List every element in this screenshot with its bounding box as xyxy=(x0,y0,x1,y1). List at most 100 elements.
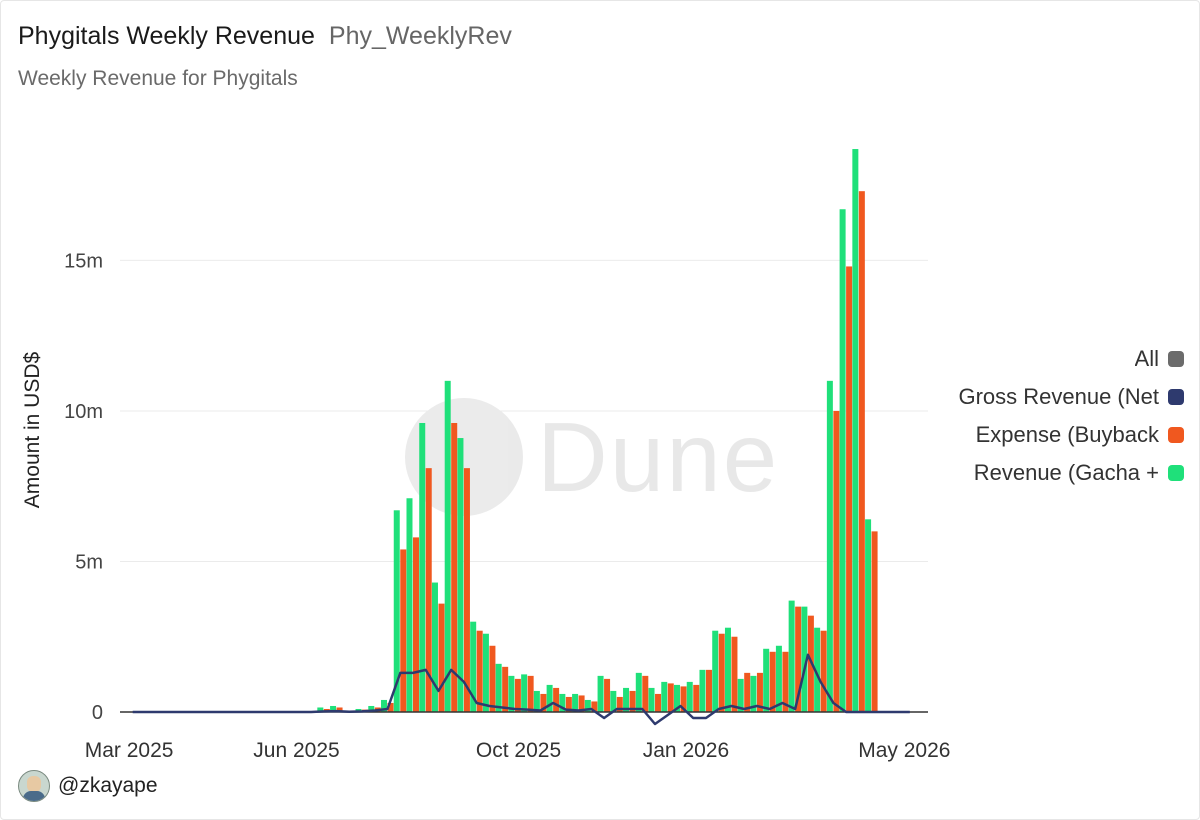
line-gross-revenue xyxy=(132,653,910,726)
bar-expense xyxy=(718,633,725,712)
bar-revenue xyxy=(431,582,438,712)
bar-revenue xyxy=(406,498,413,712)
bar-expense xyxy=(731,636,738,712)
legend-swatch xyxy=(1168,465,1184,481)
bar-revenue xyxy=(763,648,770,712)
bar-revenue xyxy=(317,707,324,712)
bar-expense xyxy=(820,630,827,712)
bar-revenue xyxy=(750,675,757,712)
bar-revenue xyxy=(546,684,553,712)
bar-revenue xyxy=(788,600,795,712)
bar-expense xyxy=(336,707,343,712)
bar-revenue xyxy=(495,663,502,712)
bar-revenue xyxy=(865,519,872,712)
bar-revenue xyxy=(444,380,451,712)
bar-expense xyxy=(463,468,470,712)
bar-expense xyxy=(769,651,776,712)
bar-expense xyxy=(858,191,865,712)
bar-revenue xyxy=(393,510,400,712)
bar-revenue xyxy=(368,705,375,712)
bar-expense xyxy=(693,684,700,712)
bar-expense xyxy=(782,651,789,712)
bar-expense xyxy=(578,695,585,712)
bar-revenue xyxy=(584,699,591,712)
legend: All Gross Revenue (Net Expense (Buyback … xyxy=(958,340,1184,492)
legend-label: Gross Revenue (Net xyxy=(958,384,1159,409)
bar-revenue xyxy=(686,681,693,712)
bar-expense xyxy=(680,686,687,712)
bar-revenue xyxy=(381,699,388,712)
bar-revenue xyxy=(533,690,540,712)
legend-label: Expense (Buyback xyxy=(975,422,1159,447)
x-tick-label: May 2026 xyxy=(858,739,950,762)
bar-expense xyxy=(629,690,636,712)
bar-expense xyxy=(846,266,853,712)
bar-expense xyxy=(514,678,521,712)
bar-revenue xyxy=(559,693,566,712)
y-tick-label: 5m xyxy=(75,551,103,573)
bar-expense xyxy=(489,645,496,712)
avatar xyxy=(18,770,50,802)
bar-expense xyxy=(871,531,878,712)
x-tick-label: Jan 2026 xyxy=(643,739,729,762)
bar-revenue xyxy=(470,621,477,712)
bar-revenue xyxy=(712,630,719,712)
bar-expense xyxy=(756,672,763,712)
bar-expense xyxy=(565,696,572,712)
bar-revenue xyxy=(852,149,859,712)
bar-expense xyxy=(604,678,611,712)
bar-revenue xyxy=(597,675,604,712)
legend-swatch xyxy=(1168,389,1184,405)
legend-item-revenue[interactable]: Revenue (Gacha + xyxy=(958,454,1184,492)
bar-revenue xyxy=(457,438,464,712)
legend-item-gross-revenue[interactable]: Gross Revenue (Net xyxy=(958,378,1184,416)
chart-description: Weekly Revenue for Phygitals xyxy=(18,67,298,90)
bar-revenue xyxy=(775,645,782,712)
bar-expense xyxy=(412,537,419,712)
legend-item-expense[interactable]: Expense (Buyback xyxy=(958,416,1184,454)
y-axis-label: Amount in USD$ xyxy=(21,351,44,508)
author-handle: @zkayape xyxy=(58,774,158,797)
bar-expense xyxy=(705,669,712,712)
bar-expense xyxy=(425,468,432,712)
bar-expense xyxy=(591,701,598,712)
x-tick-label: Jun 2025 xyxy=(253,739,339,762)
bar-expense xyxy=(667,683,674,712)
bar-revenue xyxy=(839,209,846,712)
bar-expense xyxy=(833,410,840,712)
bar-expense xyxy=(795,606,802,712)
bar-revenue xyxy=(330,705,337,712)
y-tick-label: 10m xyxy=(64,401,103,423)
bar-expense xyxy=(387,702,394,712)
bar-revenue xyxy=(661,681,668,712)
bar-expense xyxy=(451,422,458,712)
legend-label: All xyxy=(1134,346,1159,371)
author-credit[interactable]: @zkayape xyxy=(18,770,158,802)
y-tick-label: 15m xyxy=(64,250,103,272)
bar-expense xyxy=(553,687,560,712)
query-name[interactable]: Phy_WeeklyRev xyxy=(328,22,512,50)
bar-expense xyxy=(502,666,509,712)
bar-revenue xyxy=(801,606,808,712)
bar-revenue xyxy=(521,674,528,712)
bar-revenue xyxy=(572,693,579,712)
x-tick-label: Oct 2025 xyxy=(476,739,561,762)
bar-expense xyxy=(527,675,534,712)
bar-revenue xyxy=(826,380,833,712)
legend-item-all[interactable]: All xyxy=(958,340,1184,378)
bar-revenue xyxy=(635,672,642,712)
bar-revenue xyxy=(623,687,630,712)
bar-expense xyxy=(400,549,407,712)
x-tick-label: Mar 2025 xyxy=(85,739,174,762)
bar-expense xyxy=(438,603,445,712)
bar-revenue xyxy=(737,678,744,712)
legend-label: Revenue (Gacha + xyxy=(973,460,1159,485)
bar-expense xyxy=(540,693,547,712)
bar-expense xyxy=(655,693,662,712)
bar-revenue xyxy=(674,684,681,712)
bar-revenue xyxy=(610,690,617,712)
bar-revenue xyxy=(482,633,489,712)
bar-expense xyxy=(642,675,649,712)
bar-revenue xyxy=(699,669,706,712)
